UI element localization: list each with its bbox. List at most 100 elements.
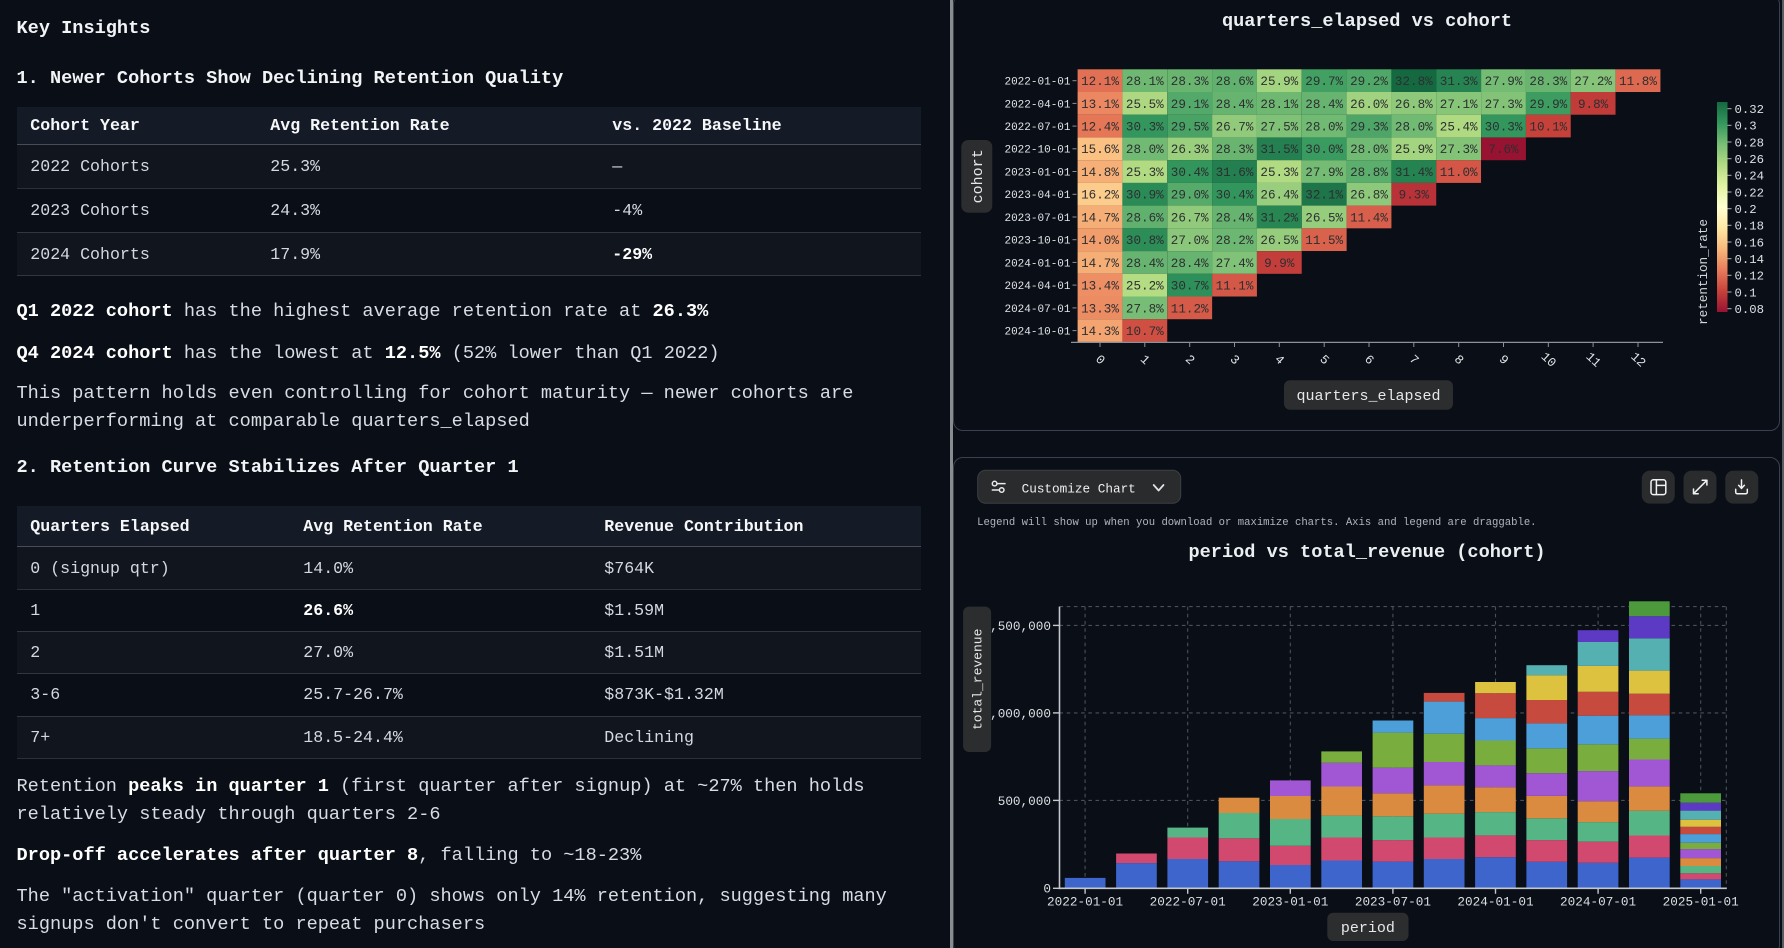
svg-text:25.2%: 25.2% xyxy=(1126,280,1164,294)
svg-text:0.18: 0.18 xyxy=(1735,220,1765,234)
svg-text:25.9%: 25.9% xyxy=(1260,75,1298,89)
svg-text:28.6%: 28.6% xyxy=(1126,211,1164,225)
svg-text:30.4%: 30.4% xyxy=(1171,166,1209,180)
svg-text:2023-04-01: 2023-04-01 xyxy=(1004,190,1070,202)
svg-text:30.4%: 30.4% xyxy=(1216,189,1254,203)
svg-text:14.7%: 14.7% xyxy=(1081,257,1119,271)
svg-text:2024-01-01: 2024-01-01 xyxy=(1004,258,1070,270)
svg-text:2025-01-01: 2025-01-01 xyxy=(1663,894,1739,909)
svg-text:26.3%: 26.3% xyxy=(1171,143,1209,157)
svg-text:28.4%: 28.4% xyxy=(1126,257,1164,271)
svg-text:2024-07-01: 2024-07-01 xyxy=(1560,894,1636,909)
svg-text:28.1%: 28.1% xyxy=(1126,75,1164,89)
svg-text:2023-10-01: 2023-10-01 xyxy=(1004,236,1070,248)
svg-text:0.16: 0.16 xyxy=(1735,236,1765,250)
svg-text:retention_rate: retention_rate xyxy=(1697,219,1711,325)
svg-text:27.8%: 27.8% xyxy=(1126,302,1164,316)
svg-text:10: 10 xyxy=(1538,350,1559,371)
svg-text:12.1%: 12.1% xyxy=(1081,75,1119,89)
svg-text:0.32: 0.32 xyxy=(1735,103,1765,117)
svg-text:0: 0 xyxy=(1092,353,1107,368)
svg-text:30.8%: 30.8% xyxy=(1126,234,1164,248)
svg-text:period vs total_revenue (cohor: period vs total_revenue (cohort) xyxy=(1188,542,1545,563)
svg-text:14.0%: 14.0% xyxy=(1081,234,1119,248)
svg-text:27.9%: 27.9% xyxy=(1305,166,1343,180)
svg-text:11.8%: 11.8% xyxy=(1619,75,1657,89)
svg-text:29.7%: 29.7% xyxy=(1305,75,1343,89)
svg-text:0.28: 0.28 xyxy=(1735,136,1765,150)
svg-text:26.8%: 26.8% xyxy=(1395,98,1433,112)
svg-text:27.9%: 27.9% xyxy=(1485,75,1523,89)
svg-text:29.1%: 29.1% xyxy=(1171,98,1209,112)
svg-text:28.0%: 28.0% xyxy=(1305,121,1343,135)
svg-text:0.24: 0.24 xyxy=(1735,170,1765,184)
svg-text:28.4%: 28.4% xyxy=(1216,98,1254,112)
svg-text:27.5%: 27.5% xyxy=(1260,121,1298,135)
svg-text:30.9%: 30.9% xyxy=(1126,189,1164,203)
svg-text:28.1%: 28.1% xyxy=(1260,98,1298,112)
svg-text:10.1%: 10.1% xyxy=(1529,121,1567,135)
svg-text:28.6%: 28.6% xyxy=(1216,75,1254,89)
svg-text:11.4%: 11.4% xyxy=(1350,211,1388,225)
svg-text:9.9%: 9.9% xyxy=(1264,257,1295,271)
svg-text:0.12: 0.12 xyxy=(1735,270,1765,284)
svg-text:2022-10-01: 2022-10-01 xyxy=(1004,145,1070,157)
svg-text:11.0%: 11.0% xyxy=(1440,166,1478,180)
svg-text:2024-04-01: 2024-04-01 xyxy=(1004,281,1070,293)
svg-text:12.4%: 12.4% xyxy=(1081,121,1119,135)
svg-text:28.3%: 28.3% xyxy=(1529,75,1567,89)
svg-text:29.5%: 29.5% xyxy=(1171,121,1209,135)
svg-text:period: period xyxy=(1341,920,1395,937)
svg-text:25.9%: 25.9% xyxy=(1395,143,1433,157)
svg-text:0: 0 xyxy=(1043,882,1051,897)
svg-text:28.3%: 28.3% xyxy=(1216,143,1254,157)
svg-text:27.3%: 27.3% xyxy=(1440,143,1478,157)
svg-text:26.5%: 26.5% xyxy=(1260,234,1298,248)
svg-text:26.7%: 26.7% xyxy=(1216,121,1254,135)
svg-text:30.0%: 30.0% xyxy=(1305,143,1343,157)
svg-text:26.4%: 26.4% xyxy=(1260,189,1298,203)
svg-text:2023-07-01: 2023-07-01 xyxy=(1004,213,1070,225)
svg-text:0.2: 0.2 xyxy=(1735,203,1757,217)
svg-text:500,000: 500,000 xyxy=(998,794,1051,809)
svg-text:2023-01-01: 2023-01-01 xyxy=(1252,894,1328,909)
svg-text:2024-01-01: 2024-01-01 xyxy=(1457,894,1533,909)
svg-text:30.3%: 30.3% xyxy=(1126,121,1164,135)
svg-text:28.0%: 28.0% xyxy=(1350,143,1388,157)
svg-text:0.26: 0.26 xyxy=(1735,153,1765,167)
svg-text:Customize Chart: Customize Chart xyxy=(1022,481,1136,496)
svg-text:1,500,000: 1,500,000 xyxy=(982,619,1051,634)
svg-text:13.1%: 13.1% xyxy=(1081,98,1119,112)
svg-text:26.8%: 26.8% xyxy=(1350,189,1388,203)
svg-text:10.7%: 10.7% xyxy=(1126,325,1164,339)
svg-text:14.8%: 14.8% xyxy=(1081,166,1119,180)
svg-text:27.2%: 27.2% xyxy=(1574,75,1612,89)
svg-text:29.0%: 29.0% xyxy=(1171,189,1209,203)
svg-text:Legend will show up when you d: Legend will show up when you download or… xyxy=(977,517,1536,529)
svg-text:1: 1 xyxy=(1137,353,1152,368)
svg-text:0.14: 0.14 xyxy=(1735,253,1765,267)
svg-text:28.4%: 28.4% xyxy=(1216,211,1254,225)
svg-text:2023-07-01: 2023-07-01 xyxy=(1355,894,1431,909)
svg-text:1,000,000: 1,000,000 xyxy=(982,706,1051,721)
svg-text:quarters_elapsed vs cohort: quarters_elapsed vs cohort xyxy=(1222,11,1512,32)
svg-text:30.3%: 30.3% xyxy=(1485,121,1523,135)
svg-text:14.7%: 14.7% xyxy=(1081,211,1119,225)
svg-text:9.3%: 9.3% xyxy=(1399,189,1430,203)
svg-text:28.4%: 28.4% xyxy=(1305,98,1343,112)
svg-text:32.8%: 32.8% xyxy=(1395,75,1433,89)
svg-text:27.3%: 27.3% xyxy=(1485,98,1523,112)
svg-text:7.6%: 7.6% xyxy=(1488,143,1519,157)
svg-text:11.5%: 11.5% xyxy=(1305,234,1343,248)
svg-text:25.3%: 25.3% xyxy=(1126,166,1164,180)
svg-text:27.0%: 27.0% xyxy=(1171,234,1209,248)
svg-text:2022-01-01: 2022-01-01 xyxy=(1047,894,1123,909)
svg-text:29.3%: 29.3% xyxy=(1350,121,1388,135)
svg-text:28.8%: 28.8% xyxy=(1350,166,1388,180)
svg-text:2: 2 xyxy=(1182,353,1197,368)
svg-text:quarters_elapsed: quarters_elapsed xyxy=(1296,388,1440,405)
svg-text:11.1%: 11.1% xyxy=(1216,280,1254,294)
svg-text:31.4%: 31.4% xyxy=(1395,166,1433,180)
svg-text:16.2%: 16.2% xyxy=(1081,189,1119,203)
svg-text:13.3%: 13.3% xyxy=(1081,302,1119,316)
